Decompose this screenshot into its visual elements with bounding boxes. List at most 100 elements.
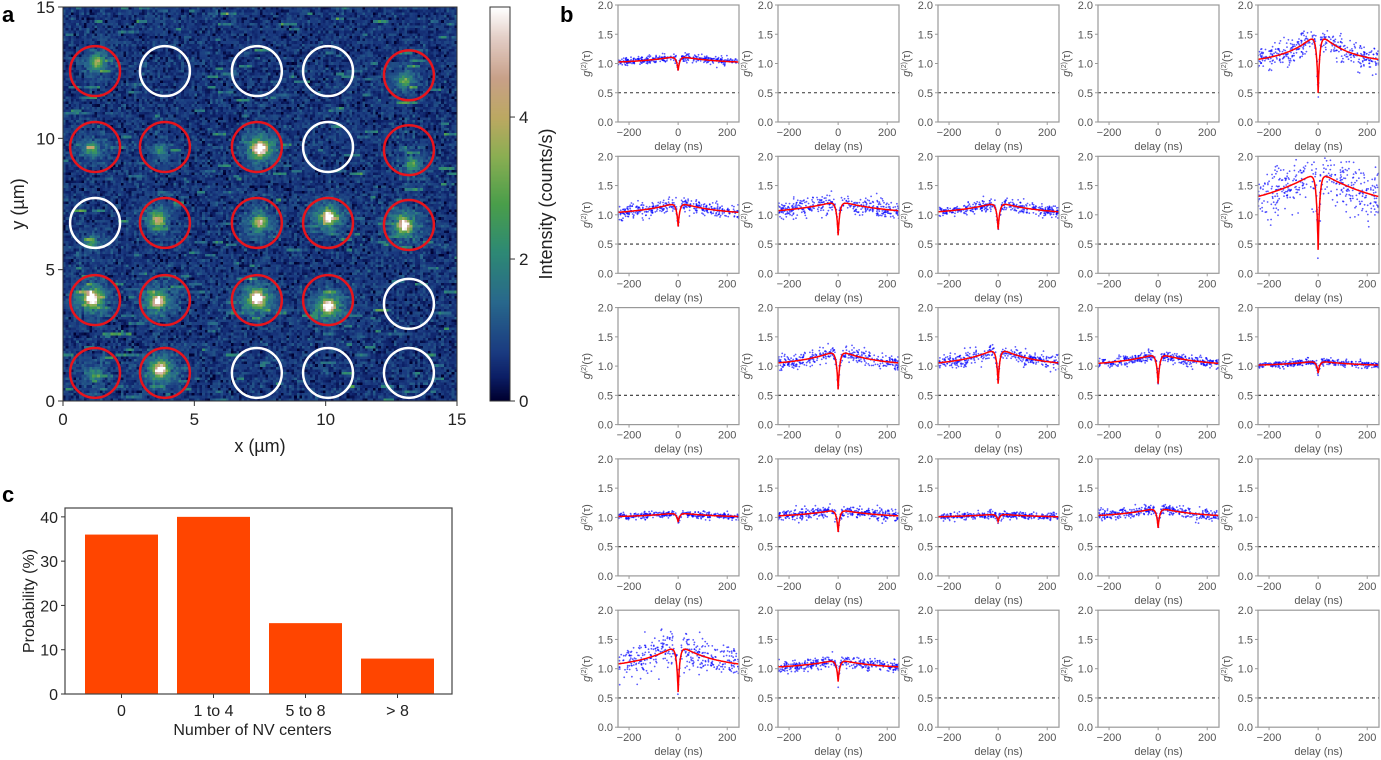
g2-point (674, 62, 677, 65)
g2-point (683, 197, 685, 199)
g2-point (619, 213, 622, 216)
g2-point (1295, 43, 1298, 46)
g2-point (697, 56, 699, 58)
g2-point (663, 55, 666, 58)
y-tick-label: 1.5 (918, 29, 933, 41)
g2-point (1295, 158, 1297, 161)
g2-point (1367, 53, 1370, 56)
g2-point (817, 210, 820, 213)
g2-point (1259, 207, 1262, 210)
g2-point (858, 214, 861, 217)
g2-point (1276, 58, 1278, 60)
g2-point (1289, 58, 1292, 60)
g2-point (813, 201, 815, 204)
g2-point (894, 508, 897, 511)
g2-point (1354, 171, 1357, 173)
g2-point (1167, 358, 1170, 360)
g2-point (1362, 63, 1365, 66)
g2-point (895, 211, 898, 214)
x-tick-label: 200 (1358, 127, 1376, 139)
g2-point (662, 199, 665, 202)
g2-point (1336, 61, 1338, 63)
g2-point (1302, 182, 1305, 185)
y-label-sup: (2) (1221, 213, 1228, 222)
g2-point (1370, 362, 1373, 365)
g2-point (869, 352, 871, 355)
g2-point (871, 200, 874, 203)
g2-point (973, 201, 976, 204)
g2-point (804, 211, 806, 214)
g2-point (816, 198, 819, 201)
g2-point (1375, 52, 1378, 55)
g2-point (892, 215, 894, 218)
g2-point (1336, 188, 1338, 191)
x-tick-label: 15 (448, 410, 467, 429)
g2-point (1303, 167, 1306, 170)
g2-point (809, 365, 812, 368)
nv-site-marker (68, 44, 122, 98)
g2-point (1271, 177, 1274, 180)
g2-point (828, 206, 831, 209)
g2-point (1005, 357, 1008, 360)
g2-point (791, 214, 793, 217)
subplot-frame (777, 155, 900, 274)
g2-point (624, 63, 626, 66)
g2-point (970, 358, 973, 360)
g2-point (1279, 367, 1281, 370)
g2-point (672, 59, 675, 62)
g2-point (1367, 225, 1370, 228)
g2-point (1366, 213, 1369, 216)
y-tick-label: 1.0 (598, 512, 613, 524)
g2-point (809, 351, 811, 354)
g2-point (782, 218, 785, 221)
g2-point (799, 199, 802, 202)
g2-point (1367, 361, 1370, 364)
g2-point (873, 515, 876, 517)
y-axis-label: y (µm) (8, 178, 28, 229)
x-axis-label: delay (ns) (654, 292, 702, 304)
g2-point (860, 351, 863, 354)
y-label-base: g (1221, 221, 1233, 228)
g2-point (864, 355, 867, 357)
x-tick-label: −200 (617, 278, 642, 290)
y-label-base: g (1061, 70, 1073, 77)
g2-point (1346, 55, 1349, 58)
y-label-sup: (2) (741, 62, 748, 71)
g2-point (1002, 357, 1005, 359)
nv-site-marker (382, 49, 436, 102)
g2-point (884, 215, 887, 218)
g2-point (870, 202, 872, 205)
g2-point (778, 205, 780, 208)
g2-point (1202, 364, 1205, 367)
g2-point (1134, 359, 1137, 362)
g2-point (1345, 193, 1348, 196)
g2-point (1268, 180, 1270, 183)
x-tick-label: 200 (1198, 278, 1216, 290)
g2-point (682, 201, 685, 203)
g2-point (826, 515, 828, 518)
g2-point (715, 66, 718, 69)
g2-point (967, 359, 970, 361)
g2-point (1258, 183, 1261, 186)
x-tick-label: −200 (1097, 430, 1122, 442)
g2-point (1049, 206, 1051, 209)
y-tick-label: 0.5 (1078, 239, 1093, 251)
g2-point (951, 366, 954, 369)
g2-point (1274, 61, 1276, 63)
g2-point (822, 205, 824, 208)
g2-point (957, 355, 960, 358)
g2-point (1324, 43, 1327, 45)
g2-point (894, 519, 897, 522)
g2-point (1365, 361, 1368, 364)
x-tick-label: −200 (1097, 127, 1122, 139)
g2-point (1262, 362, 1265, 365)
y-label-sup: (2) (1061, 62, 1068, 71)
g2-point (1052, 366, 1055, 369)
g2-point (1345, 210, 1348, 213)
g2-point (1308, 41, 1311, 44)
g2-point (1035, 213, 1037, 216)
g2-point (964, 361, 967, 364)
